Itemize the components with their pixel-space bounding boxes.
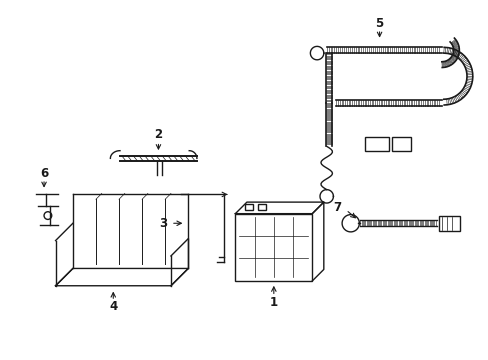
Text: 5: 5: [375, 17, 383, 30]
Bar: [235, 213, 312, 281]
Text: 1: 1: [269, 296, 277, 309]
Text: 4: 4: [109, 300, 117, 314]
Bar: [391, 137, 410, 151]
Bar: [244, 204, 252, 210]
Bar: [438, 216, 459, 231]
Text: 7: 7: [332, 201, 341, 215]
Text: 6: 6: [40, 167, 48, 180]
Text: 2: 2: [154, 128, 162, 141]
Text: 3: 3: [159, 217, 167, 230]
Bar: [365, 137, 388, 151]
Bar: [258, 204, 265, 210]
